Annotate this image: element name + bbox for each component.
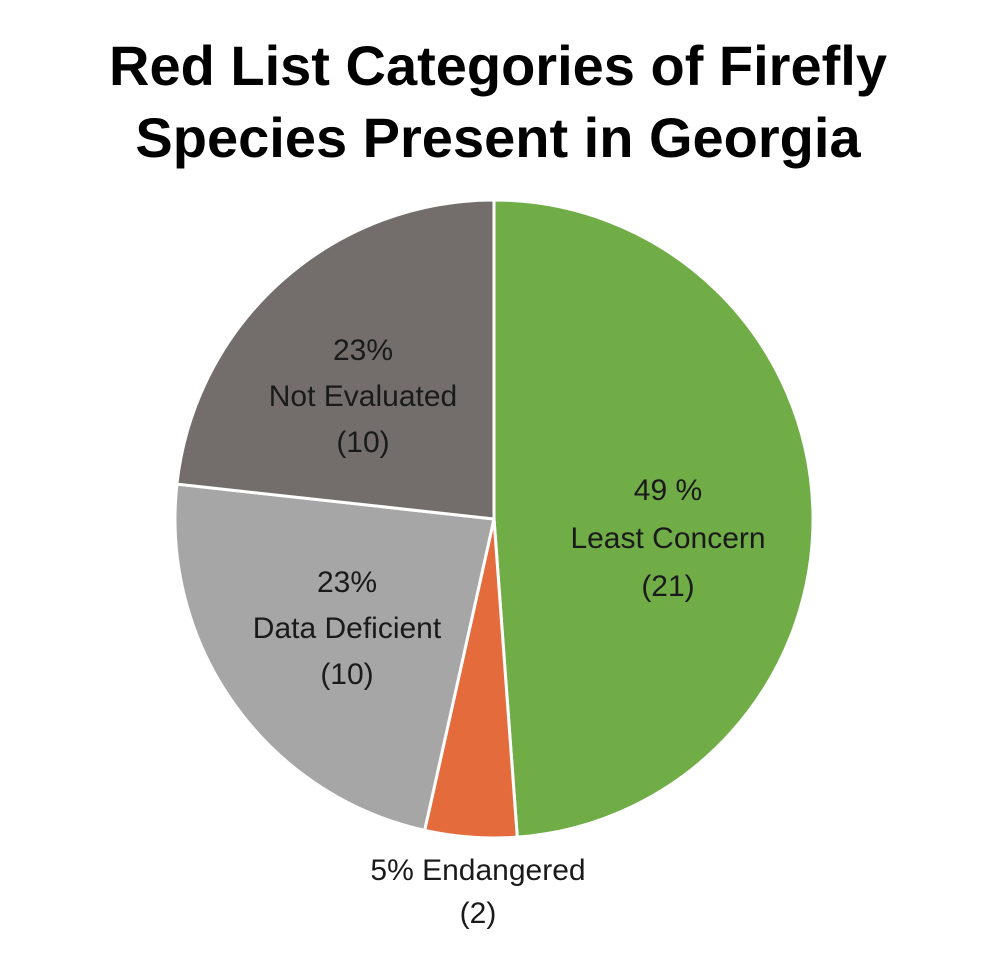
data-label-not-evaluated-count: (10) [336, 426, 389, 459]
data-label-endangered-percent-name: 5% Endangered [370, 854, 585, 887]
pie-slice-not-evaluated [175, 198, 496, 521]
data-label-least-concern-count: (21) [641, 570, 694, 603]
chart-title: Red List Categories of Firefly Species P… [0, 30, 996, 174]
chart-title-line-1: Red List Categories of Firefly [109, 34, 887, 97]
data-label-data-deficient-count: (10) [320, 658, 373, 691]
chart-title-line-2: Species Present in Georgia [135, 106, 861, 169]
pie-slice-least-concern [492, 198, 815, 839]
data-label-data-deficient-name: Data Deficient [253, 612, 442, 645]
data-label-endangered-count: (2) [460, 897, 497, 930]
pie-slice-data-deficient [173, 482, 496, 833]
data-label-least-concern-percent: 49 % [634, 474, 702, 507]
data-label-data-deficient-percent: 23% [317, 566, 377, 599]
data-label-not-evaluated-percent: 23% [333, 334, 393, 367]
pie-slices [173, 198, 815, 840]
data-label-least-concern-name: Least Concern [570, 522, 765, 555]
data-label-not-evaluated-name: Not Evaluated [269, 380, 457, 413]
pie-labels: 49 % Least Concern (21) 5% Endangered (2) 23%… [253, 334, 766, 930]
